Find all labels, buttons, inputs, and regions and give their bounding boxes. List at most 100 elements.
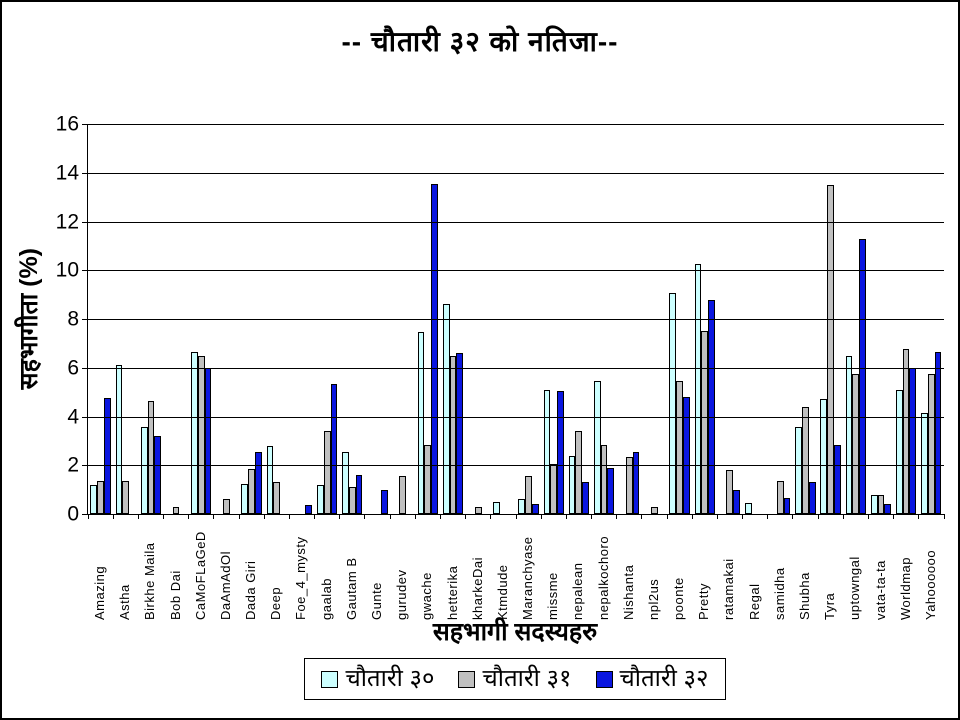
x-tick-label-Shubha: Shubha [797,572,813,620]
x-tick-label-missme: missme [545,572,561,620]
bar-चौतारी ३१-Pretty [701,331,709,514]
series-0-swatch-icon [321,670,339,688]
bar-group-Birkhe Maila [138,124,163,514]
x-tick-label-Nishanta: Nishanta [620,564,636,620]
x-tick-label-cell-Worldmap: Worldmap [893,520,918,620]
bar-चौतारी ३१-hetterika [449,355,457,514]
x-tick-label-samidha: samidha [771,567,787,620]
y-tick-label-16: 16 [55,112,79,136]
legend-label-series-0: चौतारी ३० [345,665,435,692]
x-tick-label-cell-uptowngal: uptowngal [842,520,867,620]
bar-group-uptowngal [843,124,868,514]
bar-चौतारी ३२-Birkhe Maila [154,436,162,514]
bar-group-ratamakai [717,124,742,514]
x-tick-mark-11 [364,514,366,519]
bar-चौतारी ३०-Deep [266,445,274,514]
x-tick-label-cell-hetterika: hetterika [439,520,464,620]
x-tick-mark-5 [213,514,215,519]
x-tick-mark-22 [641,514,643,519]
y-tick-mark-12 [82,221,88,223]
x-tick-label-Tyra: Tyra [822,592,838,620]
bar-चौतारी ३१-Tyra [827,184,834,514]
gridline-y-14 [88,172,944,174]
bar-group-Regal [742,124,767,514]
bar-चौतारी ३१-ratamakai [726,470,734,514]
x-tick-label-Dada Giri: Dada Giri [243,560,259,620]
bar-चौतारी ३१-Shubha [802,406,809,514]
bar-group-Dada Giri [239,124,264,514]
x-tick-label-cell-gwache: gwache [414,520,439,620]
bar-group-Maranchyase [516,124,541,514]
bar-चौतारी ३२-poonte [682,397,690,514]
x-tick-mark-20 [591,514,593,519]
bar-चौतारी ३०-Worldmap [895,389,903,514]
x-tick-mark-2 [137,514,139,519]
bar-group-Tyra [818,124,843,514]
bar-चौतारी ३२-CaMoFLaGeD [204,367,212,514]
x-tick-label-cell-Maranchyase: Maranchyase [515,520,540,620]
bar-group-Deep [264,124,289,514]
y-tick-label-2: 2 [67,453,79,477]
bar-चौतारी ३०-CaMoFLaGeD [191,351,198,514]
gridline-y-12 [88,221,944,223]
bar-चौतारी ३१-gaalab [323,431,331,514]
x-tick-mark-27 [767,514,769,519]
legend-item-series-1: चौतारी ३१ [458,667,572,691]
gridline-y-6 [88,367,944,369]
bar-group-Ktmdude [491,124,516,514]
series-2-swatch-icon [595,670,613,688]
bar-चौतारी ३१-gwache [424,444,432,514]
bar-चौतारी ३०-poonte [669,293,677,514]
x-axis-title: सहभागी सदस्यहरु [432,618,598,646]
legend-item-series-2: चौतारी ३२ [595,667,709,691]
bar-चौतारी ३०-Pretty [694,264,702,514]
y-tick-label-14: 14 [55,161,79,185]
bar-group-DaAmAdOl [214,124,239,514]
bar-चौतारी ३१-Birkhe Maila [147,400,155,514]
x-tick-label-Gunte: Gunte [369,582,385,620]
y-tick-mark-4 [82,416,88,418]
bar-चौतारी ३१-missme [550,464,558,514]
bar-चौतारी ३२-Pretty [708,299,715,514]
bar-चौतारी ३०-gaalab [316,484,324,514]
x-tick-label-hetterika: hetterika [444,565,460,620]
bar-group-Shubha [793,124,818,514]
x-tick-label-nepalkochoro: nepalkochoro [595,535,611,620]
x-tick-mark-25 [716,514,718,519]
bar-चौतारी ३१-Maranchyase [525,476,532,514]
x-tick-label-cell-missme: missme [540,520,565,620]
bar-चौतारी ३१-Deep [273,482,281,514]
bar-group-npl2us [642,124,667,514]
bar-चौतारी ३०-uptowngal [845,355,853,514]
y-tick-label-12: 12 [55,210,79,233]
bar-चौतारी ३०-Regal [744,503,752,514]
x-tick-label-Worldmap: Worldmap [897,556,913,620]
x-tick-mark-19 [565,514,567,519]
x-tick-label-gwache: gwache [419,572,435,620]
bar-चौतारी ३२-Shubha [808,482,816,514]
bar-group-gwache [415,124,440,514]
x-tick-label-cell-kharkeDai: kharkeDai [465,520,490,620]
bar-चौतारी ३१-DaAmAdOl [223,499,230,514]
bar-चौतारी ३०-Gautam B [342,451,349,514]
x-tick-mark-4 [188,514,190,519]
bar-चौतारी ३२-Dada Giri [255,451,262,514]
x-tick-label-cell-Birkhe Maila: Birkhe Maila [137,520,162,620]
bar-चौतारी ३०-gwache [417,332,425,514]
bar-group-nepalkochoro [591,124,616,514]
x-tick-mark-6 [238,514,240,519]
x-tick-mark-7 [263,514,265,519]
plot-area [82,124,945,519]
x-tick-label-DaAmAdOl: DaAmAdOl [217,550,233,620]
bar-group-Gunte [365,124,390,514]
x-tick-label-cell-Gunte: Gunte [364,520,389,620]
x-tick-label-Amazing: Amazing [92,565,108,620]
bar-चौतारी ३२-Foe_4_mysty [305,505,313,514]
bar-group-Astha [113,124,138,514]
bar-group-Pretty [692,124,717,514]
bar-चौतारी ३१-npl2us [650,506,658,514]
bar-चौतारी ३२-Gautam B [355,475,363,514]
x-tick-mark-0 [87,514,89,519]
x-tick-label-cell-Astha: Astha [112,520,137,620]
